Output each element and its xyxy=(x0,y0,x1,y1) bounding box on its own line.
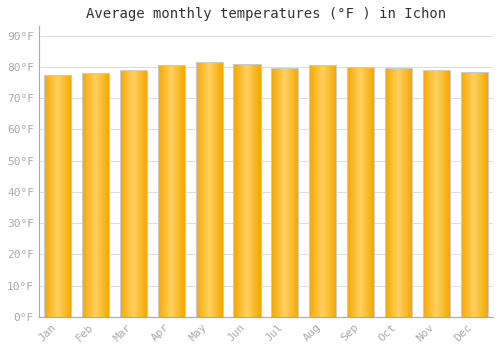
Title: Average monthly temperatures (°F ) in Ichon: Average monthly temperatures (°F ) in Ic… xyxy=(86,7,446,21)
Bar xyxy=(460,71,488,317)
Bar xyxy=(82,73,109,317)
Bar xyxy=(422,70,450,317)
Bar xyxy=(158,65,185,317)
Bar xyxy=(120,70,147,317)
Bar xyxy=(271,69,298,317)
Bar xyxy=(234,64,260,317)
Bar xyxy=(44,75,72,317)
Bar xyxy=(196,62,223,317)
Bar xyxy=(385,69,412,317)
Bar xyxy=(347,67,374,317)
Bar xyxy=(309,65,336,317)
